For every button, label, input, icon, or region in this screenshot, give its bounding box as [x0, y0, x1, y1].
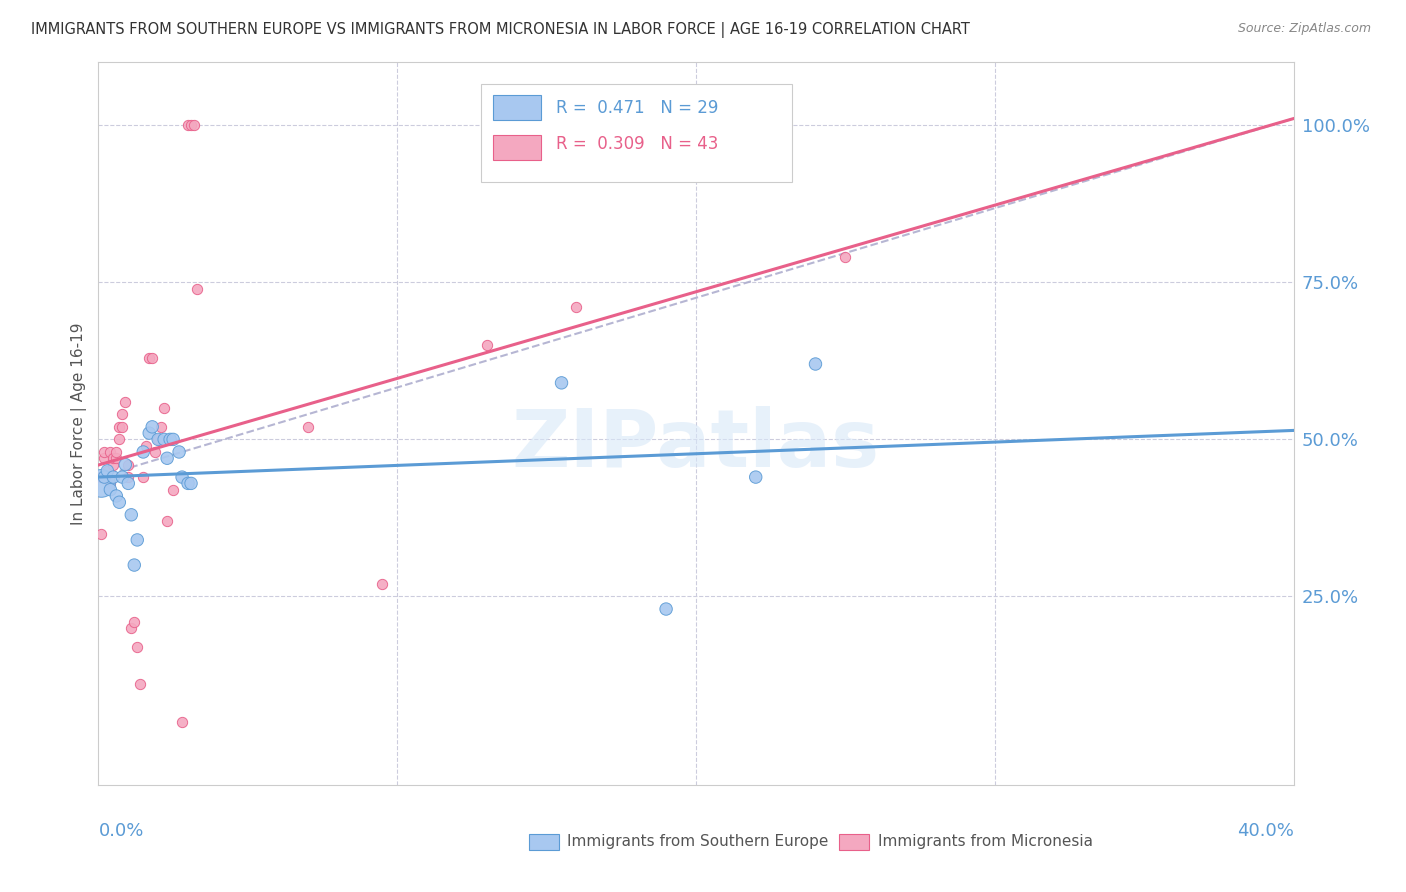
Point — [108, 420, 131, 434]
Point — [98, 445, 122, 459]
Point — [156, 514, 179, 528]
Point — [655, 602, 678, 616]
Point — [156, 451, 179, 466]
Point — [180, 476, 202, 491]
Point — [153, 401, 176, 415]
Point — [127, 533, 149, 547]
Point — [93, 451, 115, 466]
Point — [93, 445, 115, 459]
Point — [111, 470, 134, 484]
Point — [804, 357, 827, 371]
Point — [153, 433, 176, 447]
Point — [148, 433, 170, 447]
Point — [183, 118, 205, 132]
Point — [96, 464, 118, 478]
Point — [159, 433, 181, 447]
Point — [371, 577, 394, 591]
Point — [105, 445, 128, 459]
Point — [120, 508, 142, 522]
Point — [475, 338, 498, 352]
Point — [141, 420, 163, 434]
Point — [834, 250, 856, 264]
Point — [111, 420, 134, 434]
Point — [105, 489, 128, 503]
Text: Immigrants from Southern Europe: Immigrants from Southern Europe — [567, 834, 828, 849]
Point — [96, 464, 118, 478]
Point — [177, 118, 200, 132]
Point — [172, 715, 194, 730]
Point — [96, 470, 118, 484]
Text: R =  0.471   N = 29: R = 0.471 N = 29 — [557, 99, 718, 117]
Point — [114, 458, 136, 472]
Point — [124, 615, 146, 629]
Text: IMMIGRANTS FROM SOUTHERN EUROPE VS IMMIGRANTS FROM MICRONESIA IN LABOR FORCE | A: IMMIGRANTS FROM SOUTHERN EUROPE VS IMMIG… — [31, 22, 970, 38]
Point — [745, 470, 768, 484]
Point — [186, 282, 208, 296]
Point — [127, 640, 149, 654]
Point — [132, 445, 155, 459]
Point — [565, 301, 588, 315]
Point — [98, 483, 122, 497]
Text: Immigrants from Micronesia: Immigrants from Micronesia — [877, 834, 1092, 849]
Point — [90, 476, 112, 491]
Text: 0.0%: 0.0% — [98, 822, 143, 839]
Bar — [839, 834, 869, 850]
Point — [138, 351, 160, 365]
Point — [105, 451, 128, 466]
Text: ZIPatlas: ZIPatlas — [512, 407, 880, 484]
Point — [108, 495, 131, 509]
Point — [103, 470, 125, 484]
Point — [117, 458, 139, 472]
Point — [117, 470, 139, 484]
Point — [108, 433, 131, 447]
Bar — [494, 135, 541, 160]
Text: Source: ZipAtlas.com: Source: ZipAtlas.com — [1237, 22, 1371, 36]
Text: 40.0%: 40.0% — [1237, 822, 1294, 839]
Point — [117, 476, 139, 491]
Point — [93, 470, 115, 484]
Bar — [494, 95, 541, 120]
Point — [172, 470, 194, 484]
Point — [129, 677, 152, 691]
Point — [177, 476, 200, 491]
Y-axis label: In Labor Force | Age 16-19: In Labor Force | Age 16-19 — [72, 322, 87, 525]
Bar — [529, 834, 558, 850]
Point — [114, 394, 136, 409]
Point — [141, 351, 163, 365]
Point — [90, 470, 112, 484]
Point — [550, 376, 572, 390]
Point — [120, 621, 142, 635]
Point — [143, 445, 166, 459]
Point — [124, 558, 146, 572]
Point — [103, 458, 125, 472]
Text: R =  0.309   N = 43: R = 0.309 N = 43 — [557, 135, 718, 153]
Point — [111, 407, 134, 421]
Point — [90, 526, 112, 541]
Point — [132, 470, 155, 484]
Point — [138, 426, 160, 441]
Point — [180, 118, 202, 132]
Point — [148, 433, 170, 447]
Point — [150, 420, 173, 434]
Point — [135, 439, 157, 453]
FancyBboxPatch shape — [481, 84, 792, 182]
Point — [103, 451, 125, 466]
Point — [162, 483, 184, 497]
Point — [98, 476, 122, 491]
Point — [162, 433, 184, 447]
Point — [167, 445, 190, 459]
Point — [297, 420, 319, 434]
